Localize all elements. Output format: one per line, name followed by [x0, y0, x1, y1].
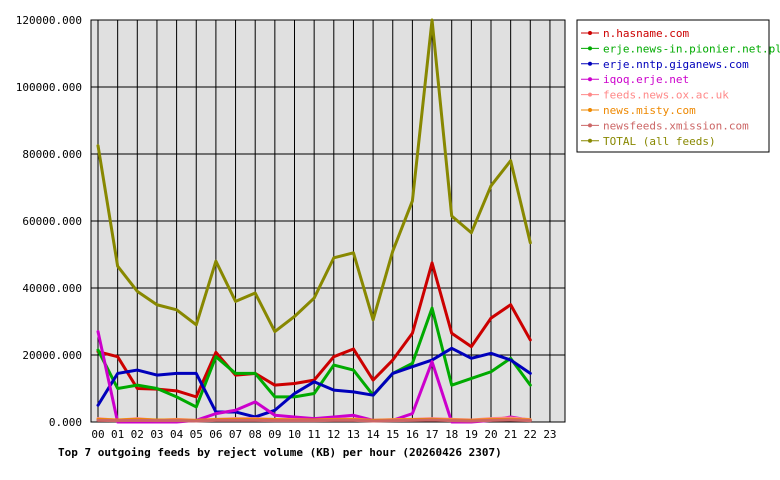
x-tick-label: 11 [308, 428, 321, 441]
y-tick-label: 100000.000 [16, 81, 82, 94]
legend-box [576, 19, 770, 153]
x-tick-label: 16 [406, 428, 419, 441]
legend-marker [588, 138, 592, 143]
legend-marker [588, 92, 592, 97]
series-line-1 [96, 306, 532, 409]
legend-marker [588, 123, 592, 128]
legend-label: iqoq.erje.net [603, 73, 689, 86]
x-tick-label: 19 [465, 428, 478, 441]
x-tick-label: 15 [386, 428, 399, 441]
legend: n.hasname.com erje.news-in.pionier.net.pl… [576, 19, 780, 153]
y-tick-label: 40000.000 [22, 282, 82, 295]
series-line-2 [96, 346, 532, 419]
x-tick-label: 07 [229, 428, 242, 441]
x-tick-label: 09 [268, 428, 281, 441]
legend-label: feeds.news.ox.ac.uk [603, 89, 729, 102]
legend-label: erje.nntp.giganews.com [603, 58, 749, 71]
x-tick-label: 02 [131, 428, 144, 441]
series-line-7 [96, 18, 532, 334]
x-tick-label: 20 [484, 428, 497, 441]
series-line-6 [96, 418, 532, 423]
grid [90, 19, 566, 423]
x-tick-label: 23 [543, 428, 556, 441]
x-tick-label: 08 [249, 428, 262, 441]
x-tick-label: 12 [327, 428, 340, 441]
x-tick-label: 21 [504, 428, 517, 441]
legend-label: news.misty.com [603, 104, 696, 117]
x-tick-label: 04 [170, 428, 184, 441]
series-line-0 [96, 261, 532, 399]
legend-label: erje.news-in.pionier.net.pl [603, 42, 780, 55]
y-tick-label: 0.000 [49, 416, 82, 429]
legend-label: TOTAL (all feeds) [603, 135, 716, 148]
x-tick-label: 22 [524, 428, 537, 441]
x-tick-label: 03 [150, 428, 163, 441]
series-lines [96, 18, 532, 424]
plot-border [90, 19, 566, 423]
x-tick-label: 05 [190, 428, 203, 441]
y-tick-label: 120000.000 [16, 14, 82, 27]
legend-label: n.hasname.com [603, 27, 689, 40]
x-tick-label: 01 [111, 428, 124, 441]
x-tick-label: 10 [288, 428, 301, 441]
legend-marker [588, 77, 592, 82]
legend-marker [588, 108, 592, 112]
x-tick-label: 17 [425, 428, 438, 441]
y-tick-label: 20000.000 [22, 349, 82, 362]
x-tick-label: 06 [209, 428, 222, 441]
y-tick-label: 80000.000 [22, 148, 82, 161]
x-tick-label: 13 [347, 428, 360, 441]
chart-title: Top 7 outgoing feeds by reject volume (K… [58, 446, 502, 459]
x-tick-label: 18 [445, 428, 458, 441]
y-tick-label: 60000.000 [22, 215, 82, 228]
legend-label: newsfeeds.xmission.com [603, 119, 749, 132]
x-tick-label: 14 [366, 428, 380, 441]
legend-marker [588, 46, 592, 51]
x-tick-label: 00 [91, 428, 104, 441]
y-axis: 0.000 20000.000 40000.000 60000.000 80000.00… [16, 14, 82, 429]
legend-marker [588, 61, 592, 66]
legend-marker [588, 31, 592, 35]
x-axis: 00 01 02 03 04 05 06 07 08 09 10 11 12 13 14 15 16 17 18 19… [91, 428, 556, 441]
